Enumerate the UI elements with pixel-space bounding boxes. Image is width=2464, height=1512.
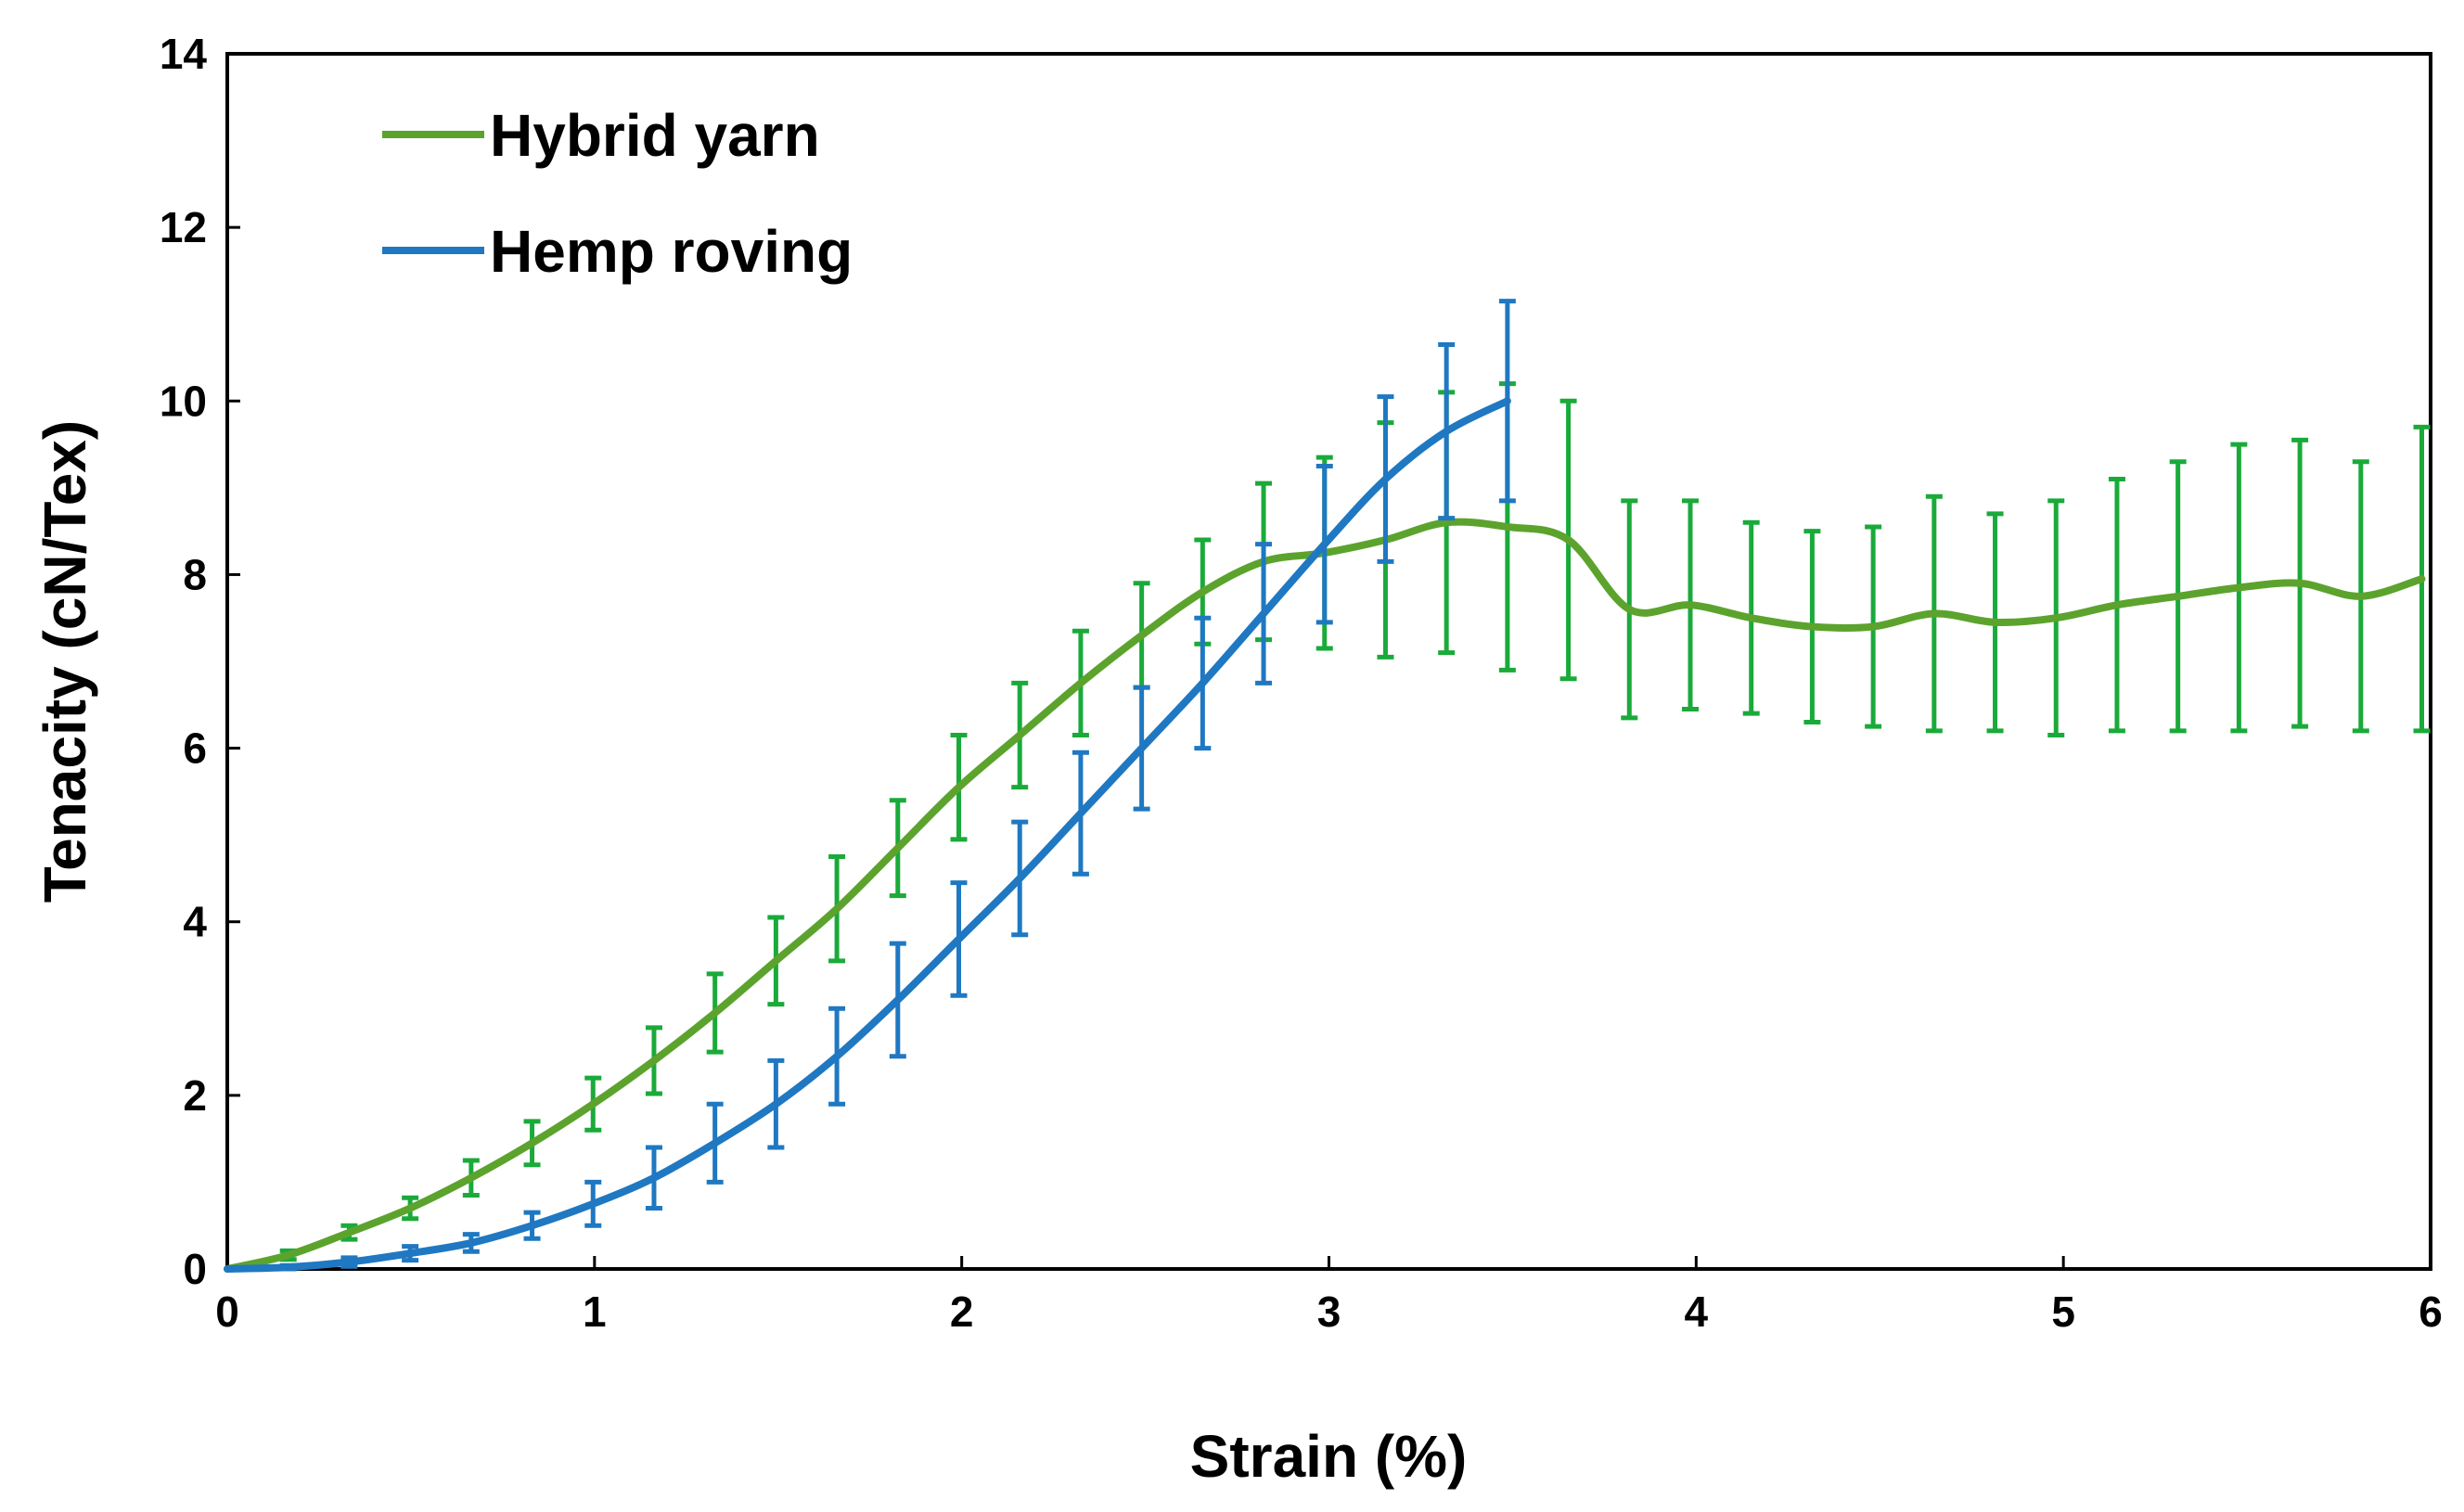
x-tick-label: 4 — [1685, 1288, 1709, 1336]
y-tick-label: 2 — [183, 1071, 207, 1120]
y-axis: 0 2 4 6 8 10 12 14 — [160, 30, 240, 1293]
errorbars-hemp-roving — [279, 299, 1516, 1272]
legend-label-hybrid-yarn: Hybrid yarn — [490, 102, 820, 169]
x-tick-label: 5 — [2051, 1288, 2075, 1336]
y-axis-title: Tenacity (cN/Tex) — [32, 420, 98, 903]
y-tick-label: 10 — [160, 377, 207, 425]
y-tick-label: 8 — [183, 550, 207, 598]
x-tick-label: 0 — [215, 1288, 239, 1336]
series-layer — [224, 299, 2431, 1273]
y-tick-label: 0 — [183, 1245, 207, 1293]
legend-label-hemp-roving: Hemp roving — [490, 218, 853, 285]
series-line-hemp-roving — [224, 397, 1511, 1273]
x-tick-label: 6 — [2419, 1288, 2443, 1336]
y-tick-label: 6 — [183, 724, 207, 773]
y-tick-label: 14 — [160, 30, 208, 78]
series-hemp-roving — [224, 299, 1516, 1273]
x-tick-label: 2 — [950, 1288, 974, 1336]
x-tick-label: 1 — [583, 1288, 607, 1336]
y-tick-label: 4 — [183, 898, 207, 946]
x-axis: 0 1 2 3 4 5 6 — [215, 1256, 2443, 1336]
legend: Hybrid yarn Hemp roving — [382, 102, 853, 285]
x-axis-title: Strain (%) — [1190, 1423, 1468, 1490]
y-tick-label: 12 — [160, 203, 207, 251]
series-hybrid-yarn — [224, 381, 2431, 1273]
x-tick-label: 3 — [1317, 1288, 1341, 1336]
